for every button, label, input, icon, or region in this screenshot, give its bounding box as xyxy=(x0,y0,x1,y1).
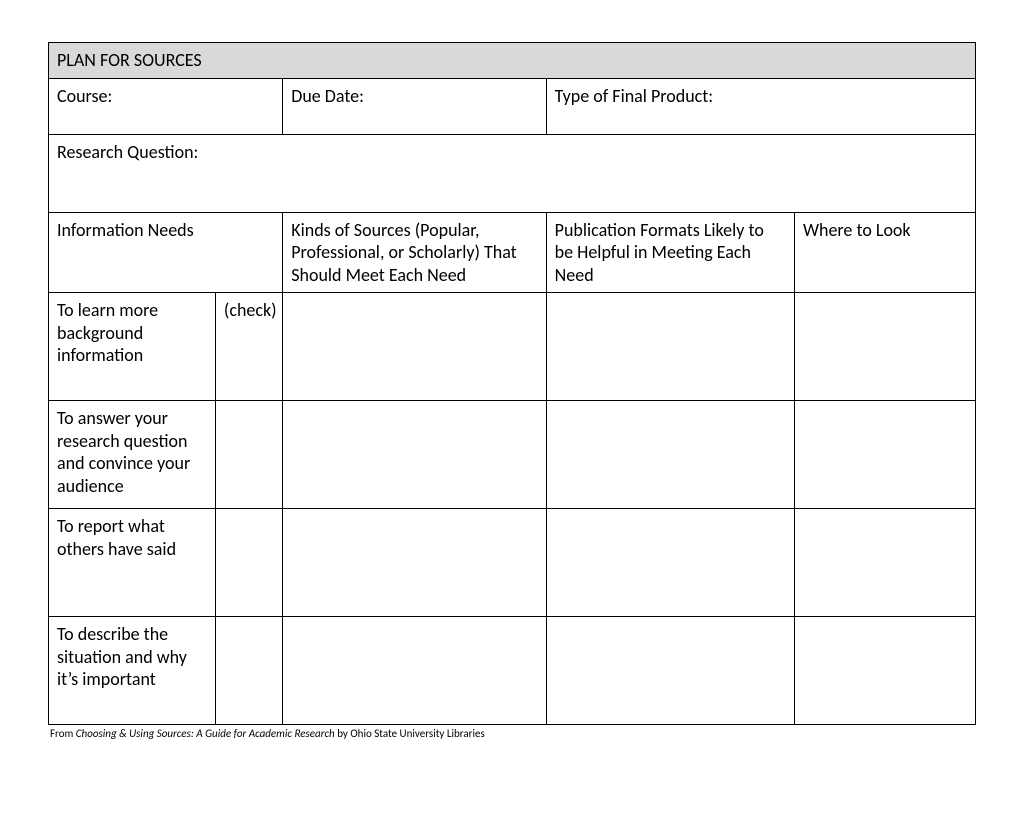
table-row: To report what others have said xyxy=(49,509,976,617)
attribution-title: Choosing & Using Sources: A Guide for Ac… xyxy=(76,727,335,740)
table-row: To learn more background information (ch… xyxy=(49,293,976,401)
attribution-prefix: From xyxy=(50,727,76,740)
col-where-to-look: Where to Look xyxy=(794,212,975,293)
kinds-cell xyxy=(283,293,546,401)
research-question-row: Research Question: xyxy=(49,134,976,212)
where-cell xyxy=(794,401,975,509)
need-label: To report what others have said xyxy=(49,509,216,617)
formats-cell xyxy=(546,401,794,509)
final-product-label: Type of Final Product: xyxy=(546,78,975,134)
worksheet-title: PLAN FOR SOURCES xyxy=(49,43,976,79)
check-cell xyxy=(215,509,282,617)
kinds-cell xyxy=(283,509,546,617)
table-row: To answer your research question and con… xyxy=(49,401,976,509)
column-header-row: Information Needs Kinds of Sources (Popu… xyxy=(49,212,976,293)
research-question-label: Research Question: xyxy=(49,134,976,212)
kinds-cell xyxy=(283,401,546,509)
where-cell xyxy=(794,293,975,401)
col-information-needs: Information Needs xyxy=(49,212,283,293)
col-publication-formats: Publication Formats Likely to be Helpful… xyxy=(546,212,794,293)
formats-cell xyxy=(546,293,794,401)
worksheet-page: PLAN FOR SOURCES Course: Due Date: Type … xyxy=(0,0,1024,813)
where-cell xyxy=(794,509,975,617)
need-label: To answer your research question and con… xyxy=(49,401,216,509)
due-date-label: Due Date: xyxy=(283,78,546,134)
title-row: PLAN FOR SOURCES xyxy=(49,43,976,79)
where-cell xyxy=(794,617,975,725)
course-label: Course: xyxy=(49,78,283,134)
col-kinds-of-sources: Kinds of Sources (Popular, Professional,… xyxy=(283,212,546,293)
check-cell xyxy=(215,401,282,509)
check-header: (check) xyxy=(215,293,282,401)
table-row: To describe the situation and why it’s i… xyxy=(49,617,976,725)
check-cell xyxy=(215,617,282,725)
need-label: To describe the situation and why it’s i… xyxy=(49,617,216,725)
need-label: To learn more background information xyxy=(49,293,216,401)
attribution-suffix: by Ohio State University Libraries xyxy=(335,727,485,740)
meta-row: Course: Due Date: Type of Final Product: xyxy=(49,78,976,134)
formats-cell xyxy=(546,509,794,617)
formats-cell xyxy=(546,617,794,725)
plan-for-sources-table: PLAN FOR SOURCES Course: Due Date: Type … xyxy=(48,42,976,725)
attribution-line: From Choosing & Using Sources: A Guide f… xyxy=(48,725,976,740)
kinds-cell xyxy=(283,617,546,725)
